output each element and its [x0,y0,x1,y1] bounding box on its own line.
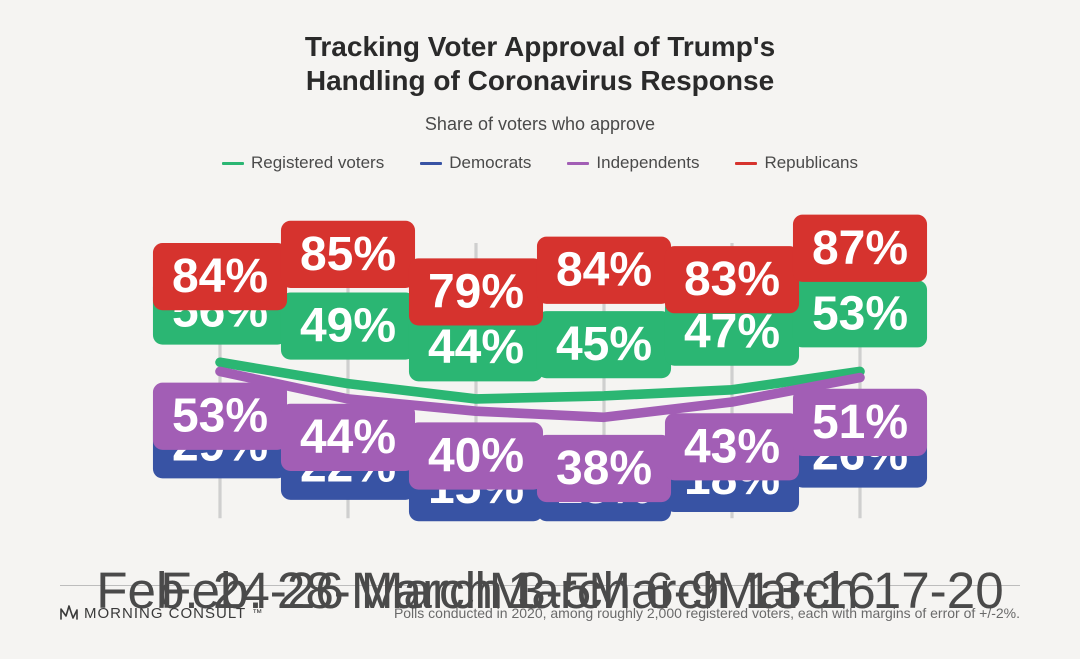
legend-swatch [420,162,442,165]
value-label: 84% [172,250,268,303]
value-label: 43% [684,421,780,474]
value-label: 53% [812,288,908,341]
title-line-1: Tracking Voter Approval of Trump's [305,31,775,62]
legend-swatch [222,162,244,165]
legend-swatch [567,162,589,165]
legend-item: Republicans [735,153,858,173]
chart-legend: Registered voters Democrats Independents Re… [60,153,1020,173]
x-axis-label: March 17-20 [716,562,1003,619]
value-label: 44% [300,411,396,464]
value-label: 49% [300,300,396,353]
legend-swatch [735,162,757,165]
legend-item: Registered voters [222,153,384,173]
value-label: 53% [172,390,268,443]
value-label: 40% [428,430,524,483]
chart-title: Tracking Voter Approval of Trump's Handl… [60,30,1020,98]
value-label: 51% [812,396,908,449]
title-line-2: Handling of Coronavirus Response [306,65,774,96]
line-chart-svg: Feb. 24-26Feb. 28-March 1March 3-5March … [60,179,1020,659]
value-label: 83% [684,254,780,307]
legend-label: Registered voters [251,153,384,173]
chart-area: Feb. 24-26Feb. 28-March 1March 3-5March … [60,179,1020,581]
legend-item: Independents [567,153,699,173]
value-label: 44% [428,322,524,375]
value-label: 85% [300,228,396,281]
value-label: 38% [556,442,652,495]
value-label: 47% [684,306,780,359]
value-label: 84% [556,244,652,297]
legend-label: Democrats [449,153,531,173]
legend-label: Independents [596,153,699,173]
value-label: 87% [812,222,908,275]
value-label: 79% [428,266,524,319]
legend-item: Democrats [420,153,531,173]
chart-subtitle: Share of voters who approve [60,114,1020,135]
legend-label: Republicans [764,153,858,173]
value-label: 45% [556,319,652,372]
